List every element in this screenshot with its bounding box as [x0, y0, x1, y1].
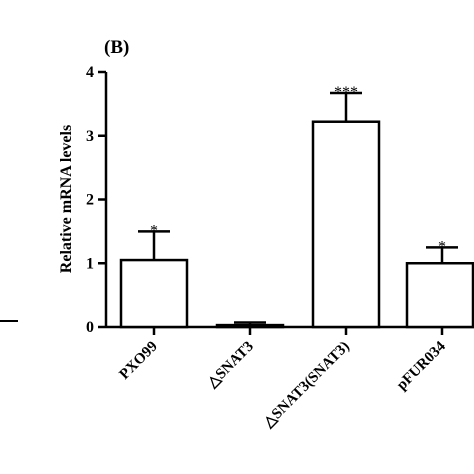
significance-label: ***	[334, 84, 358, 101]
significance-label: *	[438, 238, 446, 255]
y-tick-label: 4	[86, 64, 94, 81]
panel-label: (B)	[104, 37, 129, 58]
bar	[119, 258, 189, 329]
y-tick-label: 2	[86, 192, 94, 209]
bars	[119, 120, 474, 329]
x-tick-label: pFUR034	[394, 338, 449, 393]
error-bars	[138, 91, 458, 326]
x-tick-label: △SNAT3(SNAT3)	[260, 339, 353, 432]
bar	[311, 120, 381, 329]
x-ticks: PXO99 △SNAT3 △SNAT3(SNAT3) pFUR034	[117, 327, 449, 432]
x-tick-label: △SNAT3	[204, 339, 257, 392]
y-tick-label: 3	[86, 128, 94, 145]
significance-label: *	[150, 222, 158, 239]
y-tick-label: 0	[86, 319, 94, 336]
significance-marks: *****	[150, 84, 446, 255]
x-tick-label: PXO99	[117, 339, 161, 383]
y-axis-label: Relative mRNA levels	[58, 125, 75, 273]
y-tick-label: 1	[86, 255, 94, 272]
bar	[215, 323, 285, 329]
y-ticks: 0 1 2 3 4	[86, 64, 106, 336]
bar	[405, 262, 474, 329]
